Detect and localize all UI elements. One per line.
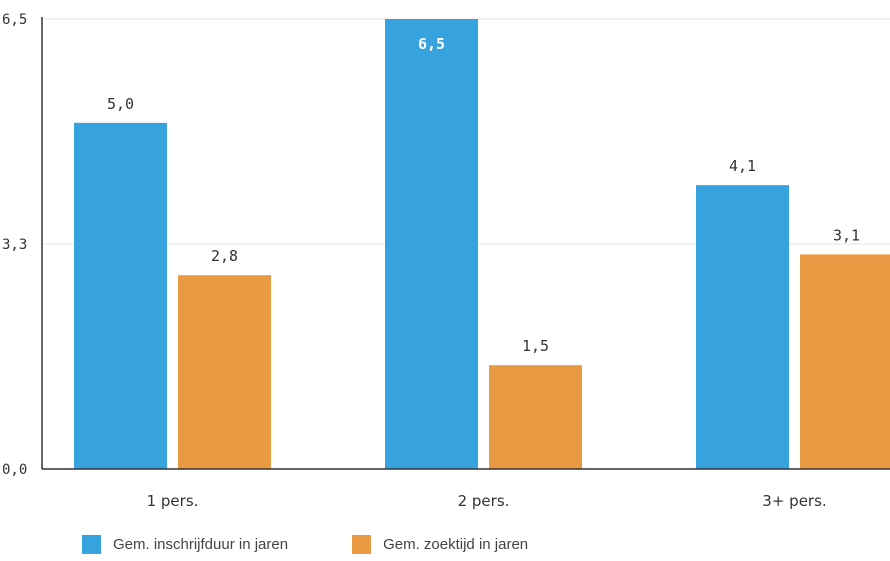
data-label: 1,5 xyxy=(522,337,549,355)
data-label: 4,1 xyxy=(729,157,756,175)
y-tick-label: 0,0 xyxy=(2,462,27,478)
x-tick-label: 1 pers. xyxy=(147,492,199,510)
bar-zoektijd xyxy=(178,275,271,469)
data-label: 3,1 xyxy=(833,226,860,244)
data-label: 2,8 xyxy=(211,247,238,265)
legend-item-inschrijfduur[interactable]: Gem. inschrijfduur in jaren xyxy=(82,535,288,554)
legend: Gem. inschrijfduur in jaren Gem. zoektij… xyxy=(82,535,592,554)
x-tick-label: 2 pers. xyxy=(458,492,510,510)
y-tick-label: 3,3 xyxy=(2,237,27,253)
data-label: 6,5 xyxy=(418,35,445,53)
bar-zoektijd xyxy=(489,365,582,469)
bar-zoektijd xyxy=(800,254,890,469)
x-tick-label: 3+ pers. xyxy=(762,492,826,510)
bar-inschrijfduur xyxy=(385,19,478,469)
y-tick-label: 6,5 xyxy=(2,12,27,28)
data-label: 5,0 xyxy=(107,95,134,113)
legend-label-zoektijd: Gem. zoektijd in jaren xyxy=(383,536,529,553)
legend-swatch-inschrijfduur xyxy=(82,535,101,554)
bar-inschrijfduur xyxy=(696,185,789,469)
legend-item-zoektijd[interactable]: Gem. zoektijd in jaren xyxy=(352,535,528,554)
legend-label-inschrijfduur: Gem. inschrijfduur in jaren xyxy=(113,536,289,553)
bar-inschrijfduur xyxy=(74,122,167,469)
legend-swatch-zoektijd xyxy=(352,535,372,554)
